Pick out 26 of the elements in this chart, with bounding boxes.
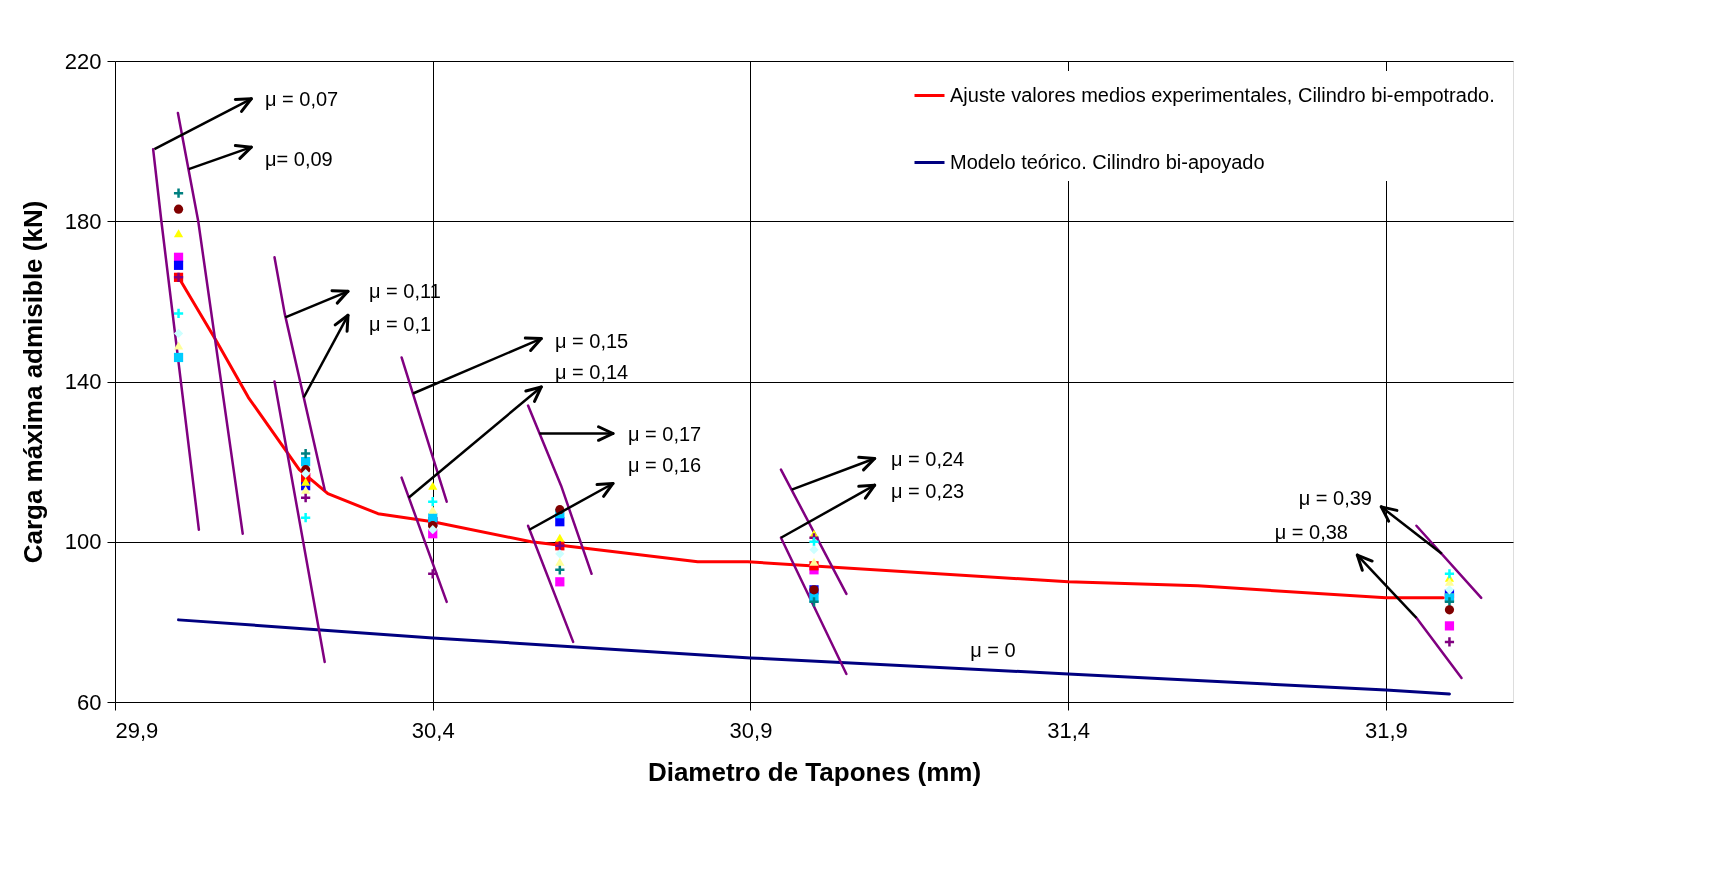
annotation: μ = 0,38 (1274, 521, 1348, 544)
legend-label: Ajuste valores medios experimentales, Cilindro bi-empotrado. (950, 83, 1495, 106)
legend-label: Modelo teórico. Cilindro bi-apoyado (950, 150, 1265, 173)
x-axis-title: Diametro de Tapones (mm) (647, 756, 982, 787)
y-tick-label: 60 (77, 689, 102, 715)
annotation: μ = 0 (970, 639, 1016, 662)
y-axis-title: Carga máxima admisible (kN) (17, 200, 48, 564)
annotation: μ = 0,24 (891, 448, 965, 471)
x-tick-label: 30,4 (411, 717, 455, 743)
annotation: μ = 0,39 (1298, 487, 1372, 510)
y-tick-label: 180 (64, 208, 102, 234)
x-tick-label: 31,9 (1364, 717, 1408, 743)
annotation: μ= 0,09 (265, 148, 333, 171)
x-tick-label: 31,4 (1047, 717, 1091, 743)
annotation: μ = 0,23 (891, 480, 965, 503)
annotation: μ = 0,17 (628, 423, 702, 446)
y-tick-label: 220 (64, 48, 102, 74)
y-tick-label: 100 (64, 529, 102, 555)
y-tick-label: 140 (64, 369, 102, 394)
annotation: μ = 0,16 (628, 454, 702, 477)
annotation: μ = 0,1 (369, 313, 432, 336)
x-tick-label: 30,9 (729, 717, 773, 743)
annotation: μ = 0,15 (555, 330, 629, 353)
annotation: μ = 0,14 (555, 361, 629, 384)
annotation: μ = 0,07 (265, 88, 339, 111)
x-tick-label: 29,9 (115, 717, 159, 743)
